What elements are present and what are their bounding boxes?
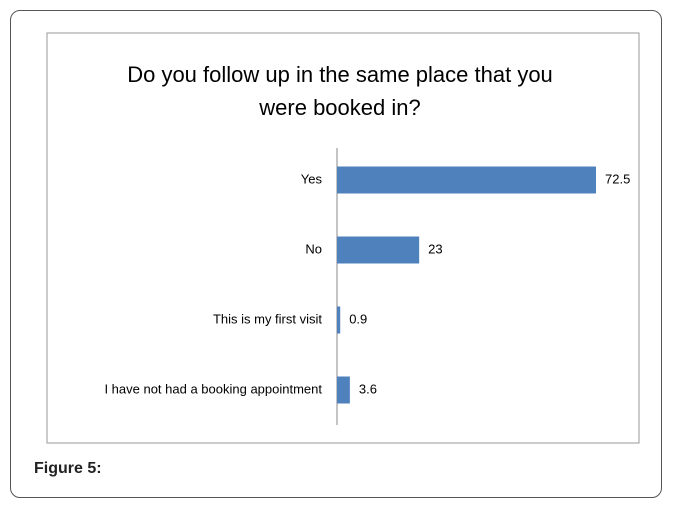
- data-label: 23: [428, 241, 442, 256]
- figure-box: [10, 10, 662, 498]
- category-label: I have not had a booking appointment: [104, 381, 322, 396]
- data-label: 3.6: [359, 381, 377, 396]
- chart-title: Do you follow up in the same place that …: [127, 62, 553, 120]
- data-label: 0.9: [349, 311, 367, 326]
- bar: [337, 166, 596, 194]
- bar: [337, 306, 341, 334]
- category-label: This is my first visit: [213, 311, 322, 326]
- data-label: 72.5: [605, 171, 630, 186]
- bar: [337, 376, 350, 404]
- category-label: No: [305, 241, 322, 256]
- chart-frame: [46, 32, 640, 444]
- bar: [337, 236, 420, 264]
- figure-caption: Figure 5:: [34, 460, 102, 477]
- category-label: Yes: [301, 171, 323, 186]
